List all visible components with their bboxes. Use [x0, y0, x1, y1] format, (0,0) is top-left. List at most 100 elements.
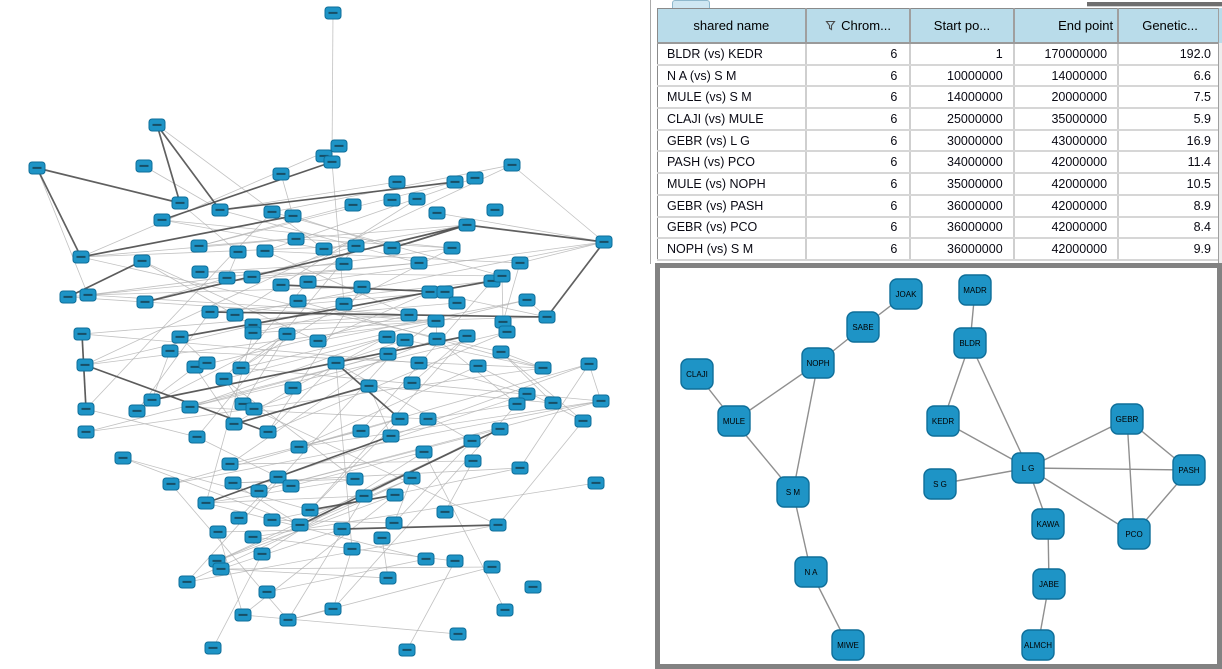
graph-node[interactable]	[59, 290, 77, 304]
table-cell[interactable]: 30000000	[910, 129, 1015, 153]
table-row[interactable]: BLDR (vs) KEDR 6 1 170000000 192.0	[657, 43, 1222, 66]
graph-node[interactable]	[469, 359, 487, 373]
graph-node[interactable]	[379, 571, 397, 585]
graph-node[interactable]	[428, 332, 446, 346]
graph-node[interactable]	[344, 198, 362, 212]
table-row[interactable]: GEBR (vs) PASH 6 36000000 42000000 8.9	[657, 194, 1222, 218]
graph-node[interactable]	[148, 118, 166, 132]
table-cell[interactable]: 16.9	[1118, 129, 1222, 153]
graph-node[interactable]	[443, 241, 461, 255]
graph-node[interactable]	[489, 518, 507, 532]
graph-node[interactable]	[592, 394, 610, 408]
graph-node[interactable]	[153, 213, 171, 227]
graph-node[interactable]	[428, 206, 446, 220]
graph-node[interactable]	[309, 334, 327, 348]
graph-node[interactable]	[379, 347, 397, 361]
graph-node[interactable]	[76, 358, 94, 372]
table-cell[interactable]: 14000000	[1013, 64, 1120, 88]
graph-node[interactable]	[486, 203, 504, 217]
table-cell[interactable]: 5.9	[1118, 108, 1222, 131]
graph-node[interactable]	[595, 235, 613, 249]
graph-node[interactable]	[178, 575, 196, 589]
table-cell[interactable]: 7.5	[1118, 86, 1222, 110]
table-cell[interactable]: 36000000	[910, 194, 1015, 218]
table-cell[interactable]: 25000000	[910, 108, 1015, 131]
graph-node[interactable]	[466, 171, 484, 185]
graph-node[interactable]	[284, 209, 302, 223]
network-node-na[interactable]: N A	[794, 556, 828, 588]
graph-node[interactable]	[212, 562, 230, 576]
graph-node[interactable]	[258, 585, 276, 599]
graph-node[interactable]	[204, 641, 222, 655]
graph-node[interactable]	[492, 345, 510, 359]
graph-node[interactable]	[446, 554, 464, 568]
column-header-sharedname[interactable]: shared name	[657, 8, 807, 44]
graph-node[interactable]	[383, 241, 401, 255]
graph-node[interactable]	[355, 489, 373, 503]
graph-node[interactable]	[226, 308, 244, 322]
graph-node[interactable]	[496, 603, 514, 617]
graph-node[interactable]	[284, 381, 302, 395]
graph-node[interactable]	[162, 477, 180, 491]
graph-node[interactable]	[287, 232, 305, 246]
table-cell[interactable]: BLDR (vs) KEDR	[657, 43, 807, 66]
graph-node[interactable]	[580, 357, 598, 371]
graph-node[interactable]	[324, 6, 342, 20]
graph-node[interactable]	[400, 308, 418, 322]
graph-node[interactable]	[211, 203, 229, 217]
network-node-lg[interactable]: L G	[1011, 452, 1045, 484]
graph-node[interactable]	[243, 270, 261, 284]
table-cell[interactable]: 42000000	[1013, 173, 1120, 196]
graph-node[interactable]	[234, 608, 252, 622]
graph-node[interactable]	[171, 330, 189, 344]
graph-node[interactable]	[493, 269, 511, 283]
graph-node[interactable]	[449, 627, 467, 641]
graph-node[interactable]	[278, 327, 296, 341]
column-header-endpoint[interactable]: End point	[1013, 8, 1120, 44]
graph-node[interactable]	[335, 257, 353, 271]
column-header-chrom[interactable]: Chrom...	[805, 8, 912, 44]
table-cell[interactable]: 6	[805, 43, 912, 66]
graph-node[interactable]	[524, 580, 542, 594]
graph-node[interactable]	[77, 402, 95, 416]
graph-node[interactable]	[544, 396, 562, 410]
graph-node[interactable]	[224, 476, 242, 490]
graph-node[interactable]	[229, 245, 247, 259]
graph-node[interactable]	[415, 445, 433, 459]
graph-node[interactable]	[135, 159, 153, 173]
graph-node[interactable]	[403, 471, 421, 485]
table-cell[interactable]: MULE (vs) NOPH	[657, 173, 807, 196]
graph-node[interactable]	[396, 333, 414, 347]
table-cell[interactable]: 6	[805, 216, 912, 240]
graph-node[interactable]	[360, 379, 378, 393]
table-row[interactable]: MULE (vs) NOPH 6 35000000 42000000 10.5	[657, 173, 1222, 196]
graph-node[interactable]	[398, 643, 416, 657]
graph-node[interactable]	[427, 314, 445, 328]
table-row[interactable]: PASH (vs) PCO 6 34000000 42000000 11.4	[657, 151, 1222, 175]
graph-node[interactable]	[534, 361, 552, 375]
graph-node[interactable]	[244, 326, 262, 340]
graph-node[interactable]	[79, 288, 97, 302]
graph-node[interactable]	[503, 158, 521, 172]
graph-node[interactable]	[511, 256, 529, 270]
network-node-pash[interactable]: PASH	[1172, 454, 1206, 486]
graph-node[interactable]	[73, 327, 91, 341]
graph-node[interactable]	[346, 472, 364, 486]
table-cell[interactable]: 8.4	[1118, 216, 1222, 240]
graph-node[interactable]	[464, 454, 482, 468]
network-node-madr[interactable]: MADR	[958, 274, 992, 306]
graph-node[interactable]	[421, 285, 439, 299]
graph-node[interactable]	[259, 425, 277, 439]
graph-node[interactable]	[136, 295, 154, 309]
graph-node[interactable]	[198, 356, 216, 370]
graph-node[interactable]	[272, 167, 290, 181]
graph-node[interactable]	[538, 310, 556, 324]
graph-node[interactable]	[391, 412, 409, 426]
table-cell[interactable]: 10.5	[1118, 173, 1222, 196]
network-node-joak[interactable]: JOAK	[889, 278, 923, 310]
graph-node[interactable]	[385, 516, 403, 530]
graph-node[interactable]	[209, 525, 227, 539]
table-cell[interactable]: 20000000	[1013, 86, 1120, 110]
graph-node[interactable]	[410, 256, 428, 270]
graph-node[interactable]	[491, 422, 509, 436]
